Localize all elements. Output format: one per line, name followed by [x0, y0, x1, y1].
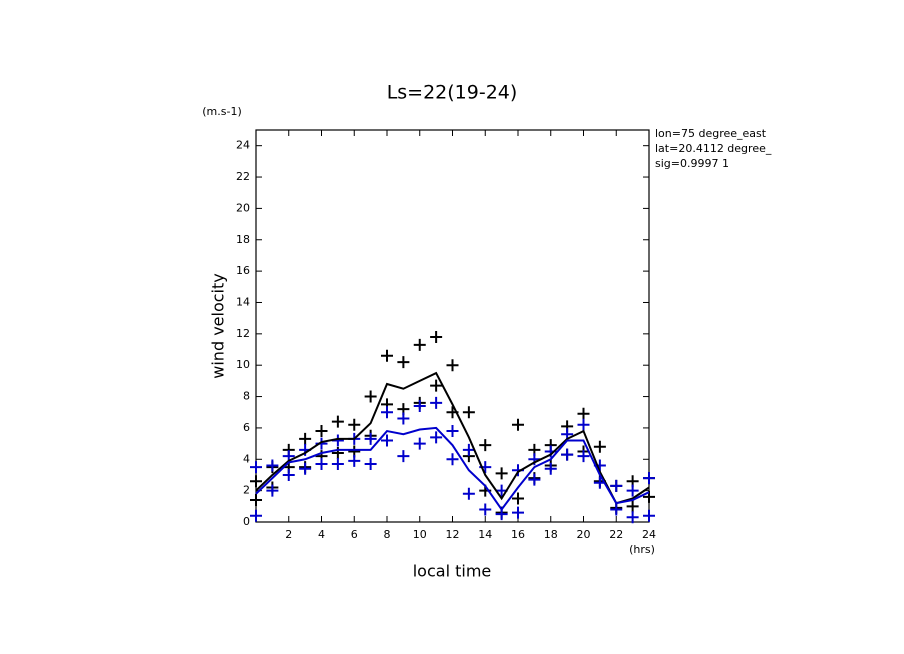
cross-marker [495, 467, 508, 480]
y-tick-label: 20 [236, 201, 250, 214]
cross-marker [446, 425, 459, 438]
cross-marker [331, 447, 344, 460]
cross-marker [397, 412, 410, 425]
y-axis-label: wind velocity [209, 273, 228, 378]
x-tick-label: 6 [351, 528, 358, 541]
cross-marker [315, 437, 328, 450]
cross-marker [250, 461, 262, 474]
cross-marker [512, 506, 524, 519]
cross-marker [462, 487, 475, 500]
cross-marker [577, 418, 590, 431]
cross-marker [430, 330, 443, 343]
x-tick-label: 20 [577, 528, 591, 541]
x-tick-label: 4 [318, 528, 325, 541]
cross-marker [250, 509, 262, 522]
cross-marker [479, 439, 492, 452]
cross-marker [561, 448, 574, 461]
y-tick-label: 18 [236, 233, 250, 246]
annotation: lon=75 degree_east [655, 127, 767, 140]
x-tick-label: 12 [446, 528, 460, 541]
y-tick-label: 24 [236, 139, 250, 152]
data-line [255, 426, 650, 512]
y-tick-label: 22 [236, 170, 250, 183]
cross-marker [364, 432, 377, 445]
cross-marker [299, 432, 312, 445]
cross-marker [430, 396, 443, 409]
x-tick-label: 16 [511, 528, 525, 541]
cross-marker [381, 434, 393, 447]
cross-marker [413, 437, 426, 450]
x-tick-label: 2 [285, 528, 292, 541]
cross-marker [626, 500, 639, 513]
cross-marker [315, 425, 328, 438]
cross-marker [643, 509, 655, 522]
cross-marker [364, 457, 377, 470]
y-tick-label: 16 [236, 264, 250, 277]
cross-marker [544, 462, 557, 475]
x-tick-label: 22 [609, 528, 623, 541]
cross-marker [593, 440, 606, 453]
cross-marker [348, 454, 361, 467]
cross-marker [610, 503, 623, 516]
x-axis-label: local time [413, 562, 492, 581]
cross-marker [626, 484, 639, 497]
y-tick-label: 4 [243, 452, 250, 465]
cross-marker [512, 418, 524, 431]
cross-marker [528, 473, 541, 486]
cross-marker [643, 472, 655, 485]
cross-marker [315, 457, 328, 470]
cross-marker [250, 475, 262, 488]
cross-marker [364, 390, 377, 403]
x-tick-label: 14 [478, 528, 492, 541]
cross-marker [381, 349, 393, 362]
data-line [255, 371, 650, 505]
annotation: lat=20.4112 degree_ [655, 142, 772, 155]
cross-marker [282, 468, 295, 481]
cross-marker [577, 407, 590, 420]
cross-marker [413, 399, 426, 412]
x-tick-label: 24 [642, 528, 656, 541]
chart-title: Ls=22(19-24) [387, 82, 518, 104]
cross-marker [446, 453, 459, 466]
cross-marker [462, 406, 475, 419]
cross-marker [397, 450, 410, 463]
cross-marker [462, 443, 475, 456]
x-tick-label: 8 [384, 528, 391, 541]
cross-marker [266, 484, 279, 497]
cross-marker [430, 431, 443, 444]
y-tick-label: 2 [243, 484, 250, 497]
cross-marker [413, 338, 426, 351]
cross-marker [446, 359, 459, 372]
cross-marker [430, 379, 443, 392]
cross-marker [331, 457, 344, 470]
x-tick-label: 10 [413, 528, 427, 541]
cross-marker [250, 494, 262, 507]
annotation: sig=0.9997 1 [655, 157, 729, 170]
x-tick-label: 18 [544, 528, 558, 541]
y-tick-label: 10 [236, 358, 250, 371]
y-tick-label: 12 [236, 327, 250, 340]
cross-marker [610, 479, 623, 492]
cross-marker [299, 462, 312, 475]
y-tick-label: 0 [243, 515, 250, 528]
cross-marker [397, 356, 410, 369]
y-tick-label: 8 [243, 390, 250, 403]
cross-marker [479, 503, 492, 516]
cross-marker [348, 418, 361, 431]
cross-marker [331, 415, 344, 428]
cross-marker [512, 492, 524, 505]
cross-marker [577, 450, 590, 463]
cross-marker [626, 511, 639, 524]
y-tick-label: 14 [236, 295, 250, 308]
y-tick-label: 6 [243, 421, 250, 434]
y-unit: (m.s-1) [202, 105, 242, 118]
cross-marker [266, 459, 279, 472]
x-unit: (hrs) [629, 543, 655, 556]
cross-marker [381, 406, 393, 419]
